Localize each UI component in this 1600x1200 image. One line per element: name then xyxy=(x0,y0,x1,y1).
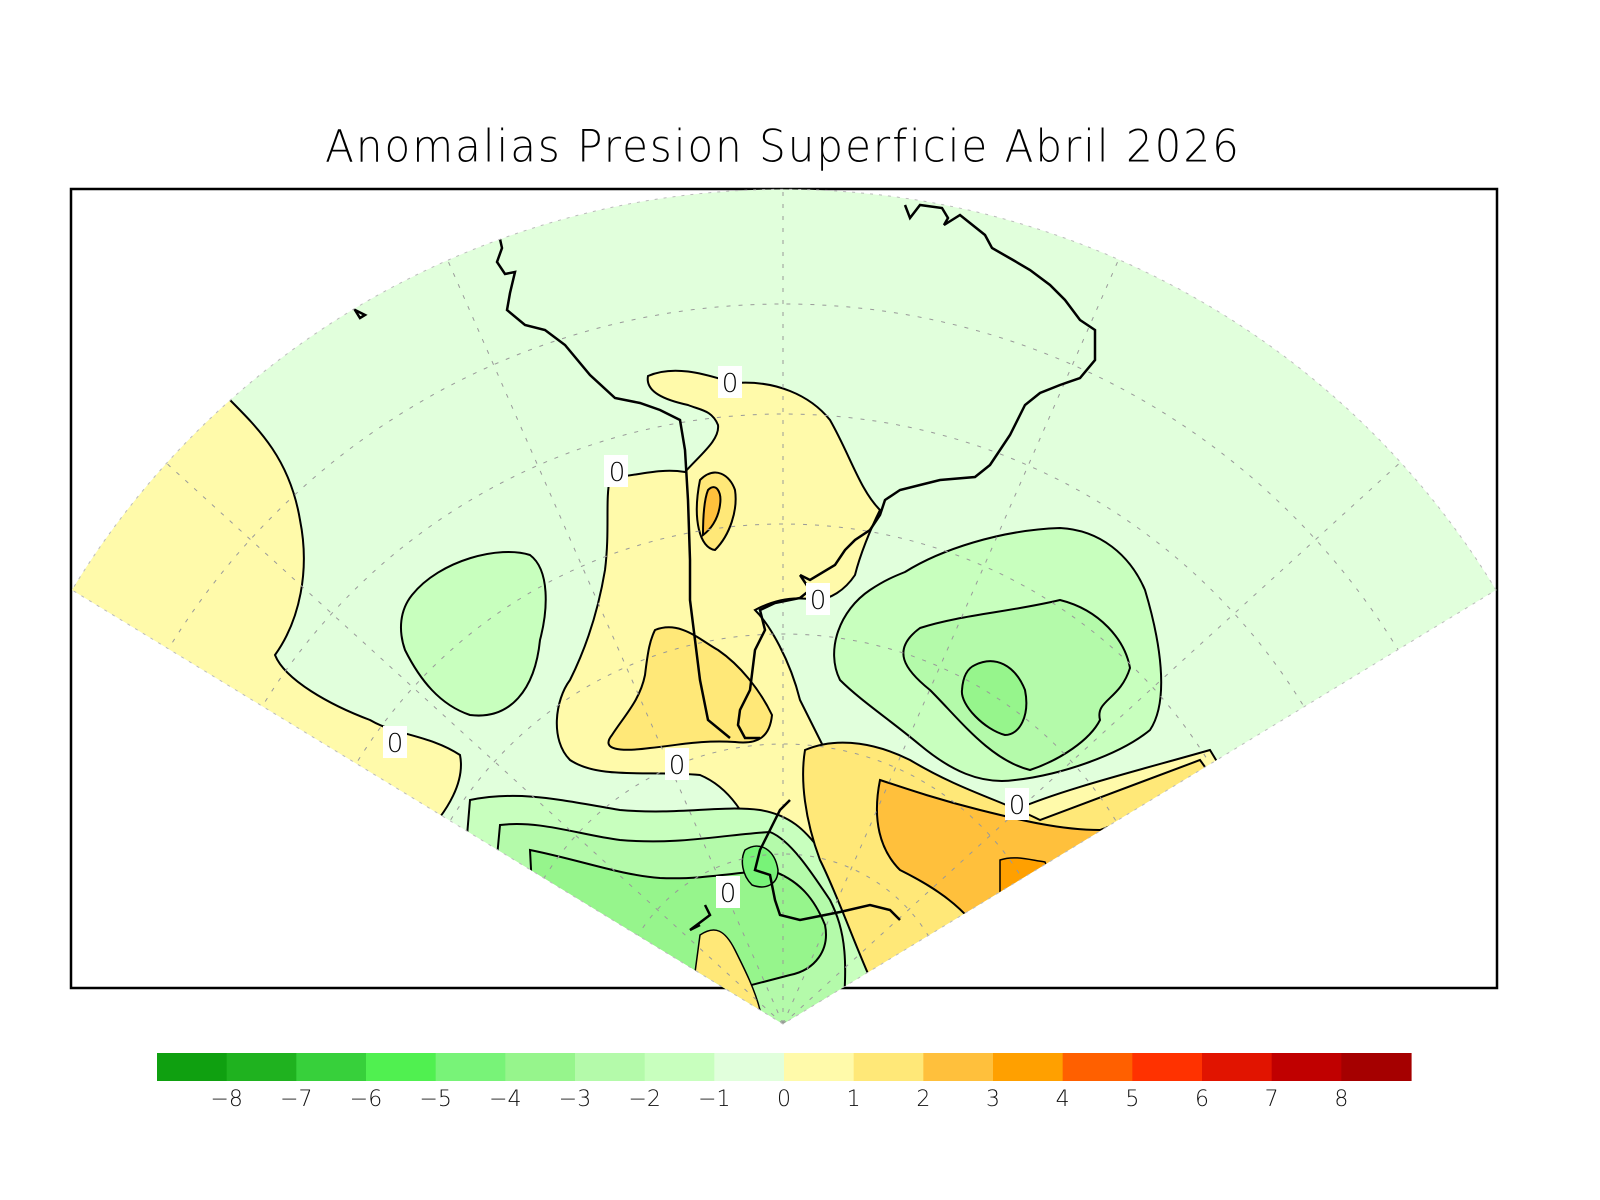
colorbar-bin xyxy=(644,1053,715,1081)
colorbar-bin xyxy=(714,1053,785,1081)
colorbar-bin xyxy=(1341,1053,1412,1081)
colorbar-bin xyxy=(296,1053,367,1081)
contour-label: 0 xyxy=(387,729,404,759)
colorbar-bin xyxy=(157,1053,228,1081)
coastlines xyxy=(351,203,1097,932)
colorbar-bin xyxy=(1132,1053,1203,1081)
contour-label: 0 xyxy=(722,369,739,399)
colorbar-tick-label: −6 xyxy=(349,1087,383,1112)
contour-label: 0 xyxy=(609,458,626,488)
colorbar-tick-label: 0 xyxy=(777,1087,791,1112)
colorbar-bin xyxy=(1202,1053,1273,1081)
colorbar-bin xyxy=(1062,1053,1133,1081)
colorbar-tick-label: −4 xyxy=(489,1087,522,1112)
colorbar-tick-label: 8 xyxy=(1334,1087,1349,1112)
colorbar-tick-label: 4 xyxy=(1055,1087,1070,1112)
colorbar-bin xyxy=(1271,1053,1342,1081)
contour-label: 0 xyxy=(810,586,827,616)
colorbar-tick-label: 5 xyxy=(1125,1087,1140,1112)
colorbar-tick-label: 7 xyxy=(1264,1087,1279,1112)
colorbar-tick-label: −7 xyxy=(280,1087,313,1112)
colorbar-tick-label: 2 xyxy=(916,1087,931,1112)
colorbar xyxy=(157,1053,1412,1081)
colorbar-bin xyxy=(505,1053,576,1081)
colorbar-tick-label: −8 xyxy=(210,1087,243,1112)
colorbar-bin xyxy=(923,1053,994,1081)
colorbar-bin xyxy=(853,1053,924,1081)
colorbar-bin xyxy=(784,1053,855,1081)
contour-labels: 0 0 0 0 0 0 0 xyxy=(383,366,1029,909)
colorbar-tick-label: −3 xyxy=(558,1087,592,1112)
colorbar-tick-label: −1 xyxy=(698,1087,731,1112)
contour-label: 0 xyxy=(1009,791,1026,821)
colorbar-tick-label: 1 xyxy=(846,1087,861,1112)
colorbar-tick-label: 3 xyxy=(986,1087,1000,1112)
colorbar-tick-label: 6 xyxy=(1195,1087,1209,1112)
contour-label: 0 xyxy=(720,879,737,909)
colorbar-tick-label: −2 xyxy=(628,1087,661,1112)
chart-title: Anomalias Presion Superficie Abril 2026 xyxy=(325,120,1241,173)
contour-label: 0 xyxy=(669,751,686,781)
colorbar-tick-label: −5 xyxy=(419,1087,452,1112)
colorbar-bin xyxy=(435,1053,506,1081)
colorbar-bin xyxy=(366,1053,437,1081)
colorbar-bin xyxy=(575,1053,646,1081)
colorbar-bin xyxy=(993,1053,1064,1081)
colorbar-bin xyxy=(226,1053,297,1081)
